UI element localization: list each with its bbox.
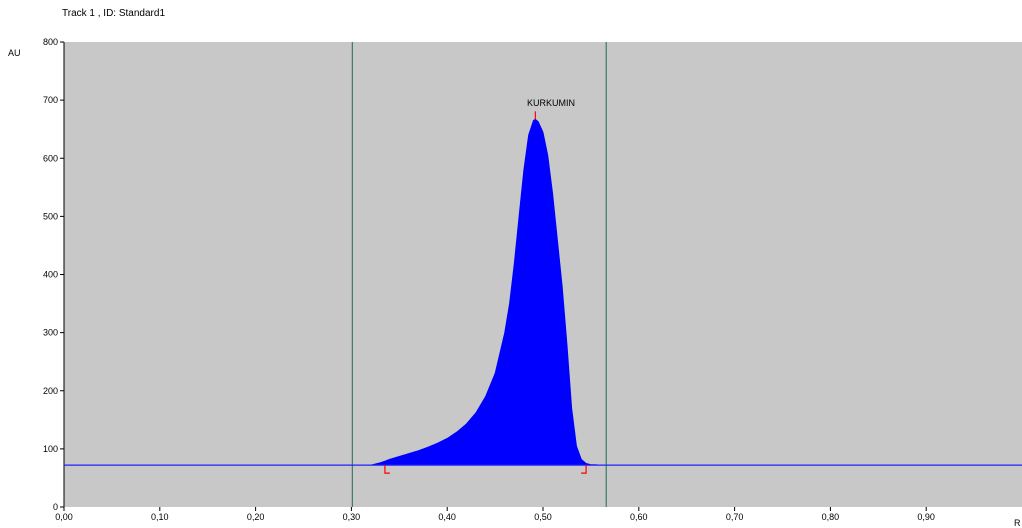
y-tick-label: 300 [43,328,58,338]
x-tick-label: 0,70 [726,512,744,522]
y-tick-label: 200 [43,386,58,396]
x-tick-label: 0,10 [151,512,169,522]
x-tick-label: 0,50 [534,512,552,522]
chart-title: Track 1 , ID: Standard1 [62,8,165,19]
x-tick-label: 0,30 [343,512,361,522]
x-axis-label: R [1014,518,1021,528]
y-tick-label: 0 [53,502,58,512]
x-tick-label: 0,80 [822,512,840,522]
y-tick-label: 100 [43,444,58,454]
y-axis-label: AU [8,48,21,58]
peak-area-kurkumin [369,118,611,466]
y-tick-label: 400 [43,270,58,280]
y-tick-label: 700 [43,95,58,105]
x-tick-label: 0,90 [917,512,935,522]
y-tick-label: 800 [43,37,58,47]
x-tick-label: 0,40 [438,512,456,522]
peak-label: KURKUMIN [527,98,575,108]
x-tick-label: 0,00 [55,512,73,522]
x-tick-label: 0,60 [630,512,648,522]
peak-start-marker [384,465,390,474]
peak-end-marker [581,465,587,474]
x-tick-label: 0,20 [247,512,265,522]
y-tick-label: 600 [43,153,58,163]
y-tick-label: 500 [43,211,58,221]
